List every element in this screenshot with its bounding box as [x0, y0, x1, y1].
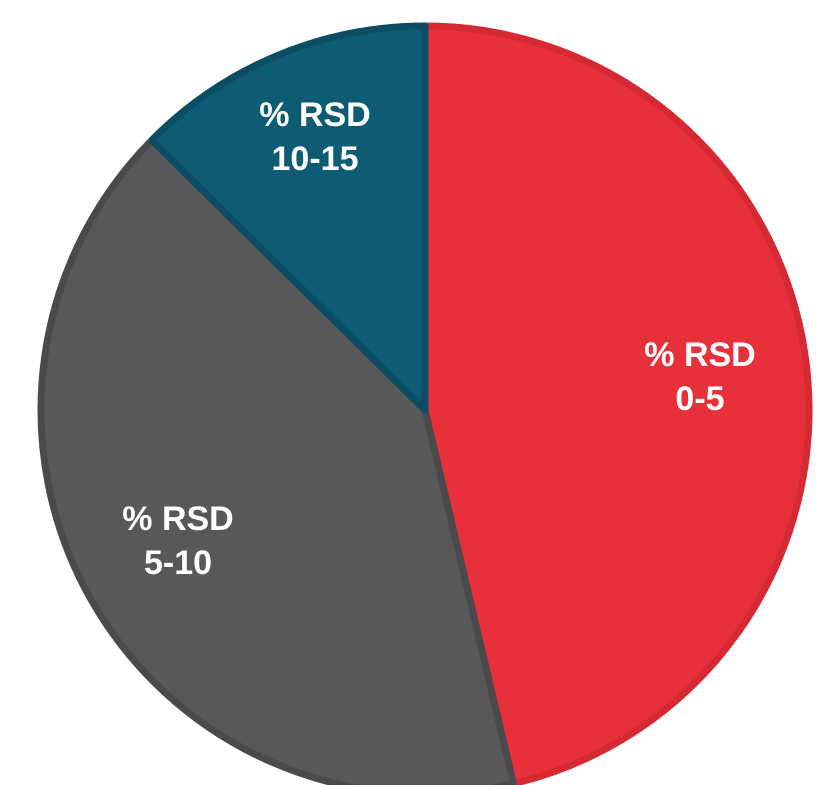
pie-slice-label-2: % RSD 10-15 — [259, 96, 370, 178]
pie-slice-label-0: % RSD 0-5 — [644, 336, 755, 418]
pie-slice-label-2-line2: 10-15 — [272, 140, 359, 178]
pie-slice-2 — [148, 22, 429, 414]
pie-slice-label-1-line1: % RSD — [122, 500, 233, 538]
pie-slice-label-1-line2: 5-10 — [144, 544, 212, 582]
pie-slice-0 — [421, 22, 813, 785]
pie-slice-label-0-line1: % RSD — [644, 336, 755, 374]
pie-slices — [37, 22, 813, 785]
pie-labels: % RSD 0-5 % RSD 5-10 % RSD 10-15 — [122, 96, 755, 582]
pie-slice-label-0-line2: 0-5 — [675, 380, 724, 418]
pie-slice-label-1: % RSD 5-10 — [122, 500, 233, 582]
pie-slice-label-2-line1: % RSD — [259, 96, 370, 134]
pie-slice-1 — [37, 136, 517, 785]
